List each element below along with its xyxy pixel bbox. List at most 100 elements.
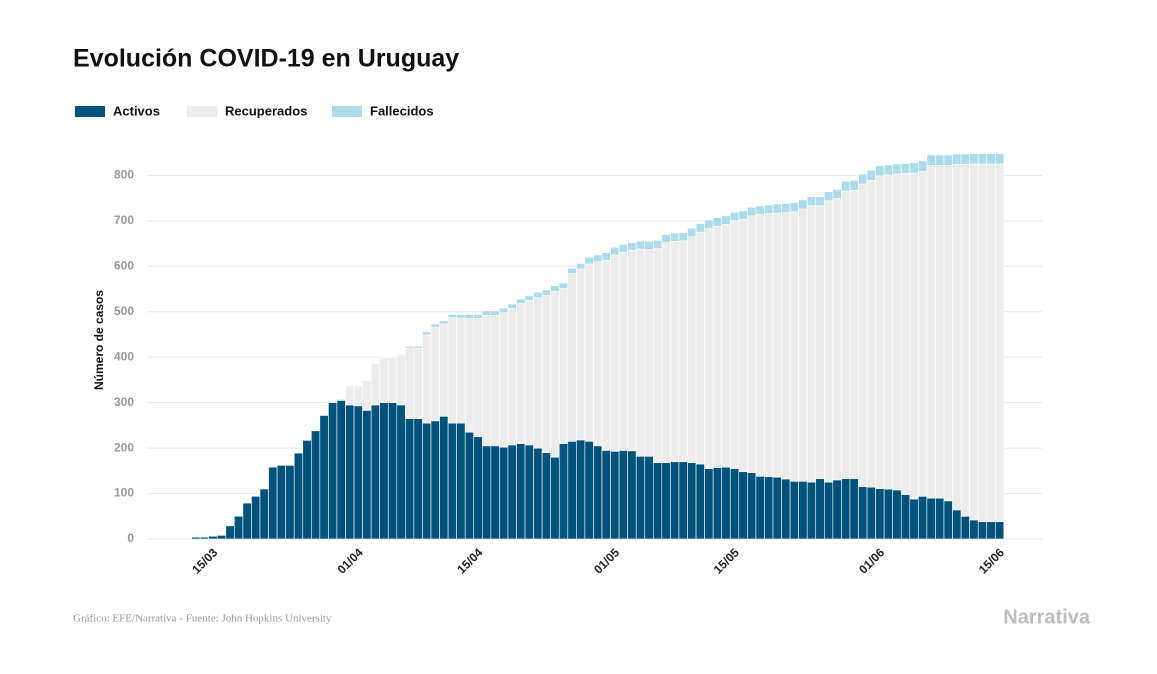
bar-segment — [413, 345, 423, 349]
bar-segment — [849, 478, 859, 540]
bar-segment — [601, 450, 611, 540]
bar-segment — [952, 164, 962, 511]
bar-segment — [960, 164, 970, 517]
bar-segment — [644, 240, 654, 250]
bar-segment — [199, 536, 209, 540]
bar-segment — [789, 480, 799, 540]
bar-segment — [815, 196, 825, 207]
bar-segment — [405, 418, 415, 540]
bar-segment — [695, 223, 705, 233]
bar-segment — [276, 465, 286, 540]
bar-segment — [755, 475, 765, 540]
y-tick-label: 0 — [127, 531, 134, 545]
bar-segment — [251, 495, 261, 540]
bar-segment — [345, 404, 355, 540]
bar-segment — [336, 400, 346, 540]
bar-segment — [943, 165, 953, 502]
bar-segment — [507, 303, 517, 309]
bar-segment — [456, 314, 466, 319]
bar-segment — [456, 317, 466, 424]
bar-segment — [422, 422, 432, 540]
y-tick-label: 100 — [114, 486, 134, 500]
x-tick-label: 15/04 — [454, 545, 485, 576]
bar-segment — [875, 175, 885, 489]
bar-segment — [986, 153, 996, 165]
bar-segment — [635, 240, 646, 250]
bar-segment — [986, 163, 996, 523]
bar-segment — [909, 162, 919, 174]
bar-segment — [370, 404, 380, 540]
bar-segment — [422, 334, 432, 424]
bar-segment — [353, 385, 363, 407]
bar-segment — [875, 165, 885, 177]
bar-segment — [439, 323, 449, 417]
bar-segment — [439, 415, 449, 540]
bar-segment — [729, 211, 740, 222]
bar-segment — [704, 228, 714, 469]
bar-segment — [772, 212, 782, 478]
bar-segment — [823, 191, 834, 202]
bar-segment — [524, 295, 534, 301]
y-axis-label: Número de casos — [92, 290, 106, 390]
bar-segment — [430, 323, 440, 328]
bar-segment — [781, 478, 791, 540]
bar-segment — [738, 219, 748, 473]
bar-segment — [943, 154, 953, 166]
bar-segment — [960, 153, 970, 165]
bar-segment — [755, 205, 765, 215]
bar-segment — [413, 418, 423, 540]
bar-segment — [464, 431, 475, 540]
bar-segment — [345, 385, 355, 406]
bar-segment — [652, 462, 663, 540]
bar-segment — [687, 462, 697, 540]
bar-segment — [721, 466, 731, 540]
bar-segment — [772, 203, 782, 214]
bar-segment — [849, 190, 859, 479]
bar-segment — [242, 502, 252, 540]
bar-segment — [627, 450, 637, 540]
bar-segment — [576, 263, 586, 270]
bar-segment — [387, 402, 398, 540]
bar-segment — [490, 315, 500, 447]
bar-segment — [832, 479, 842, 540]
bar-segment — [866, 170, 876, 181]
bar-segment — [704, 468, 714, 540]
bar-segment — [712, 467, 723, 540]
bar-segment — [866, 180, 876, 488]
bar-segment — [362, 410, 372, 540]
logo: Narrativa — [1003, 606, 1091, 628]
bar-segment — [892, 489, 902, 540]
bar-segment — [319, 415, 329, 540]
bar-segment — [558, 443, 569, 540]
y-tick-label: 500 — [114, 304, 134, 318]
bar-segment — [387, 357, 398, 403]
bar-segment — [892, 173, 902, 491]
bar-segment — [687, 227, 697, 238]
bar-segment — [567, 273, 577, 442]
bar-segment — [302, 440, 312, 540]
bar-segment — [328, 402, 338, 540]
bar-segment — [370, 363, 380, 406]
bar-segment — [259, 488, 269, 540]
bar-segment — [310, 430, 321, 540]
bar-segment — [935, 497, 945, 540]
bar-segment — [729, 220, 740, 469]
bar-segment — [456, 422, 466, 540]
bar-segment — [541, 289, 552, 296]
bar-segment — [516, 303, 526, 444]
bar-segment — [678, 461, 688, 540]
bar-segment — [396, 354, 406, 356]
bar-segment — [499, 312, 509, 448]
bar-segment — [268, 466, 278, 540]
bar-segment — [610, 254, 620, 452]
bar-segment — [823, 481, 834, 540]
bar-segment — [627, 242, 637, 251]
bar-segment — [738, 471, 748, 540]
bar-segment — [216, 535, 227, 540]
bar-segment — [764, 204, 774, 214]
bar-segment — [755, 214, 765, 477]
bar-segment — [926, 497, 936, 540]
y-tick-label: 300 — [114, 395, 134, 409]
bar-segment — [806, 196, 817, 207]
bar-segment — [541, 295, 552, 453]
